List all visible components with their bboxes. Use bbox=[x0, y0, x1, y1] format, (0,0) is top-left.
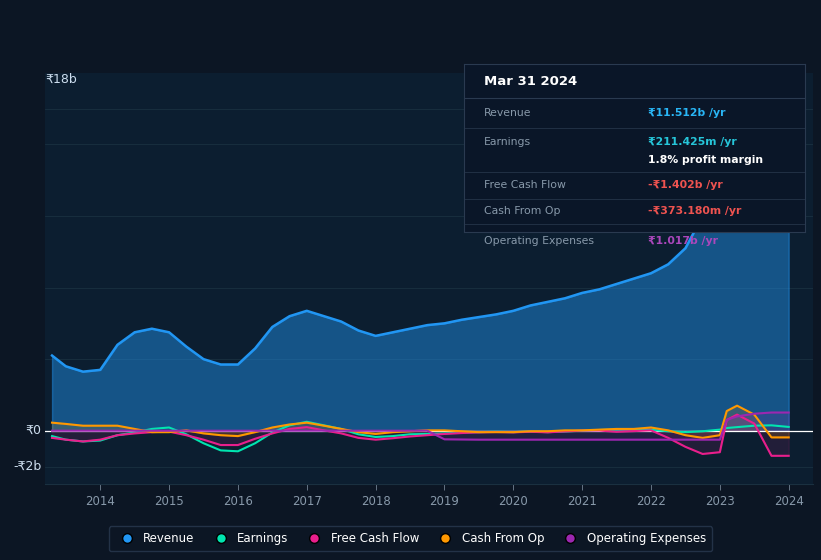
Text: Cash From Op: Cash From Op bbox=[484, 206, 561, 216]
Text: Earnings: Earnings bbox=[484, 137, 531, 147]
Text: ₹0: ₹0 bbox=[25, 424, 41, 437]
Text: Operating Expenses: Operating Expenses bbox=[484, 236, 594, 246]
Text: ₹1.017b /yr: ₹1.017b /yr bbox=[648, 236, 718, 246]
Text: ₹18b: ₹18b bbox=[45, 73, 77, 86]
Text: Free Cash Flow: Free Cash Flow bbox=[484, 180, 566, 190]
Text: ₹211.425m /yr: ₹211.425m /yr bbox=[648, 137, 736, 147]
Text: Revenue: Revenue bbox=[484, 108, 532, 118]
Text: -₹373.180m /yr: -₹373.180m /yr bbox=[648, 206, 741, 216]
Text: -₹2b: -₹2b bbox=[13, 460, 41, 473]
Text: ₹11.512b /yr: ₹11.512b /yr bbox=[648, 108, 725, 118]
Text: 1.8% profit margin: 1.8% profit margin bbox=[648, 155, 763, 165]
Text: Mar 31 2024: Mar 31 2024 bbox=[484, 74, 577, 88]
Legend: Revenue, Earnings, Free Cash Flow, Cash From Op, Operating Expenses: Revenue, Earnings, Free Cash Flow, Cash … bbox=[109, 526, 712, 551]
Text: -₹1.402b /yr: -₹1.402b /yr bbox=[648, 180, 722, 190]
